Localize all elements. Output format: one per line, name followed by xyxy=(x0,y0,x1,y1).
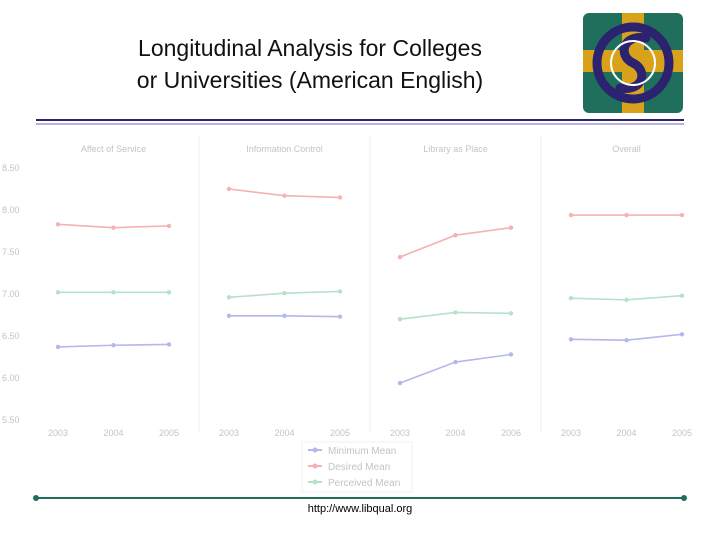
x-tick-label: 2003 xyxy=(561,428,581,438)
data-point xyxy=(508,311,514,316)
data-point xyxy=(508,225,514,230)
legend-label: Perceived Mean xyxy=(328,478,400,489)
data-point xyxy=(282,290,287,296)
data-point xyxy=(226,186,232,192)
data-point xyxy=(111,225,116,230)
y-tick-label: 5.50 xyxy=(2,415,20,425)
data-point xyxy=(337,195,343,200)
data-point xyxy=(568,212,574,218)
panel-title: Overall xyxy=(612,144,641,154)
data-point xyxy=(397,254,403,260)
data-point xyxy=(166,342,172,347)
series-line xyxy=(399,226,512,258)
data-point xyxy=(397,380,403,386)
data-point xyxy=(111,290,116,295)
panel-title: Information Control xyxy=(246,144,323,154)
y-tick-label: 8.50 xyxy=(2,163,20,173)
panel-title: Affect of Service xyxy=(81,144,146,154)
data-point xyxy=(624,212,629,218)
x-tick-label: 2004 xyxy=(103,428,123,438)
data-point xyxy=(166,223,172,229)
data-point xyxy=(166,290,172,295)
y-tick-label: 7.00 xyxy=(2,289,20,299)
data-point xyxy=(282,313,287,319)
data-point xyxy=(55,222,61,227)
x-tick-label: 2003 xyxy=(48,428,68,438)
data-point xyxy=(337,314,343,319)
data-point xyxy=(453,310,458,315)
x-tick-label: 2003 xyxy=(219,428,239,438)
y-tick-label: 6.50 xyxy=(2,331,20,341)
data-point xyxy=(55,290,61,295)
legend-marker xyxy=(312,463,318,469)
data-point xyxy=(453,359,458,365)
title-divider-light xyxy=(36,123,684,125)
data-point xyxy=(624,297,629,303)
data-point xyxy=(337,289,343,294)
x-tick-label: 2004 xyxy=(616,428,636,438)
data-point xyxy=(453,233,458,238)
data-point xyxy=(679,293,685,298)
libqual-logo-icon xyxy=(583,13,683,113)
slide-title: Longitudinal Analysis for Colleges or Un… xyxy=(40,32,580,96)
data-point xyxy=(397,317,403,322)
data-point xyxy=(55,344,61,350)
x-tick-label: 2003 xyxy=(390,428,410,438)
slide-title-line-1: Longitudinal Analysis for Colleges xyxy=(138,35,482,61)
x-tick-label: 2006 xyxy=(501,428,521,438)
data-point xyxy=(624,338,629,343)
data-point xyxy=(679,332,685,337)
data-point xyxy=(282,193,287,198)
data-point xyxy=(226,295,232,300)
series-line xyxy=(399,353,512,384)
data-point xyxy=(568,337,574,342)
slide-title-line-2: or Universities (American English) xyxy=(136,67,484,93)
x-tick-label: 2005 xyxy=(330,428,350,438)
data-point xyxy=(226,313,232,319)
data-point xyxy=(508,352,514,357)
data-point xyxy=(568,296,574,301)
x-tick-label: 2004 xyxy=(274,428,294,438)
x-tick-label: 2005 xyxy=(159,428,179,438)
y-tick-label: 6.00 xyxy=(2,373,20,383)
x-tick-label: 2005 xyxy=(672,428,692,438)
y-tick-label: 7.50 xyxy=(2,247,20,257)
legend-marker xyxy=(312,479,318,485)
footer-line xyxy=(33,495,687,501)
panel-title: Library as Place xyxy=(423,144,488,154)
data-point xyxy=(111,343,116,348)
legend-label: Minimum Mean xyxy=(328,446,396,457)
longitudinal-line-chart: 8.50 8.00 7.50 7.00 6.50 6.00 5.50 Affect of Se… xyxy=(2,136,692,493)
data-point xyxy=(679,212,685,218)
y-tick-label: 8.00 xyxy=(2,205,20,215)
x-tick-label: 2004 xyxy=(445,428,465,438)
legend-marker xyxy=(312,447,318,453)
footer-url[interactable]: http://www.libqual.org xyxy=(307,503,413,515)
legend-label: Desired Mean xyxy=(328,462,390,473)
title-divider-dark xyxy=(36,119,684,121)
